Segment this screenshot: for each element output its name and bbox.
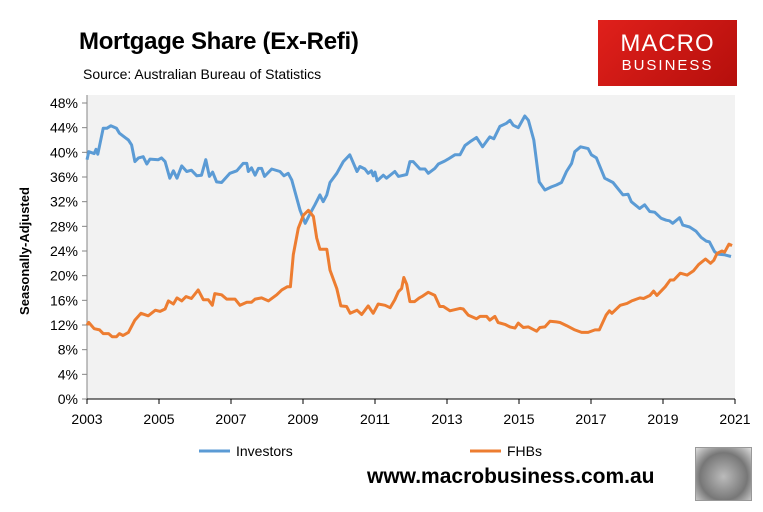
y-tick-label: 44% — [50, 120, 78, 136]
website-url: www.macrobusiness.com.au — [367, 465, 655, 488]
y-axis: 0% 4% 8% 12% 16% 20% 24% 28% 32% 36% 40% 44% 48% — [50, 95, 88, 407]
series-line-fhbs — [85, 208, 733, 339]
chart-title: Mortgage Share (Ex-Refi) — [79, 28, 359, 55]
y-tick-label: 36% — [50, 169, 78, 185]
y-tick-label: 32% — [50, 194, 78, 210]
y-tick-label: 24% — [50, 243, 78, 259]
x-tick-label: 2009 — [287, 411, 318, 427]
series-lines — [85, 114, 733, 339]
y-tick-label: 20% — [50, 268, 78, 284]
x-tick-label: 2007 — [215, 411, 246, 427]
x-axis: 2003 2005 2007 2009 2011 2013 2015 2017 2019 2021 — [71, 398, 751, 427]
logo-line-2: BUSINESS — [621, 57, 714, 74]
x-tick-label: 2021 — [719, 411, 750, 427]
y-tick-label: 28% — [50, 218, 78, 234]
x-tick-label: 2013 — [431, 411, 462, 427]
macrobusiness-logo: MACRO BUSINESS — [598, 20, 737, 86]
logo-line-1: MACRO — [620, 30, 715, 57]
y-tick-label: 48% — [50, 95, 78, 111]
y-tick-label: 12% — [50, 317, 78, 333]
legend-label-investors: Investors — [236, 443, 293, 459]
plot-area — [87, 95, 735, 399]
x-tick-label: 2017 — [575, 411, 606, 427]
source-note: Source: Australian Bureau of Statistics — [83, 66, 322, 82]
x-tick-label: 2005 — [143, 411, 174, 427]
x-tick-label: 2019 — [647, 411, 678, 427]
wolf-image — [695, 447, 752, 501]
y-tick-label: 0% — [58, 391, 78, 407]
y-tick-label: 8% — [58, 342, 78, 358]
y-tick-label: 16% — [50, 292, 78, 308]
series-line-investors — [85, 114, 732, 258]
x-tick-label: 2015 — [503, 411, 534, 427]
legend-label-fhbs: FHBs — [507, 443, 542, 459]
y-tick-label: 4% — [58, 366, 78, 382]
x-tick-label: 2003 — [71, 411, 102, 427]
y-tick-label: 40% — [50, 144, 78, 160]
x-tick-label: 2011 — [360, 411, 390, 427]
legend: Investors FHBs — [199, 443, 542, 459]
y-axis-title: Seasonally-Adjusted — [17, 187, 32, 315]
